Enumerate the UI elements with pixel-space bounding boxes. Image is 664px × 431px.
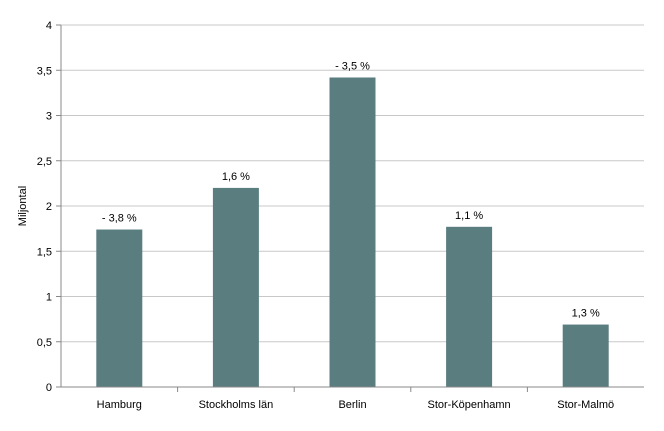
y-tick-label: 1 xyxy=(46,292,52,304)
axes xyxy=(56,24,644,392)
y-tick-label: 1,5 xyxy=(37,246,52,258)
data-label: - 3,8 % xyxy=(102,213,137,225)
y-tick-label: 2,5 xyxy=(37,156,52,168)
bar xyxy=(446,226,493,387)
data-label: - 3,5 % xyxy=(335,60,370,72)
x-tick-label: Stor-Köpenhamn xyxy=(428,399,511,411)
x-tick-label: Stockholms län xyxy=(199,399,274,411)
data-label: 1,3 % xyxy=(572,308,600,320)
y-tick-label: 2 xyxy=(46,201,52,213)
y-tick-label: 3 xyxy=(46,111,52,123)
y-tick-label: 3,5 xyxy=(37,65,52,77)
y-tick-labels: 0 0,5 1 1,5 2 2,5 3 3,5 4 xyxy=(37,20,52,394)
bar xyxy=(212,187,259,387)
bar xyxy=(96,229,143,387)
data-labels: - 3,8 % 1,6 % - 3,5 % 1,1 % 1,3 % xyxy=(102,60,600,319)
y-axis-label: Miljontal xyxy=(17,186,29,226)
bars xyxy=(96,77,609,388)
bar xyxy=(329,77,376,388)
y-tick-label: 0,5 xyxy=(37,337,52,349)
data-label: 1,1 % xyxy=(455,210,483,222)
x-tick-label: Berlin xyxy=(338,399,366,411)
y-tick-label: 4 xyxy=(46,20,52,32)
x-tick-label: Stor-Malmö xyxy=(557,399,614,411)
bar xyxy=(562,324,609,387)
x-tick-label: Hamburg xyxy=(97,399,142,411)
y-tick-label: 0 xyxy=(46,382,52,394)
data-label: 1,6 % xyxy=(222,171,250,183)
x-tick-labels: Hamburg Stockholms län Berlin Stor-Köpenham… xyxy=(97,399,614,411)
